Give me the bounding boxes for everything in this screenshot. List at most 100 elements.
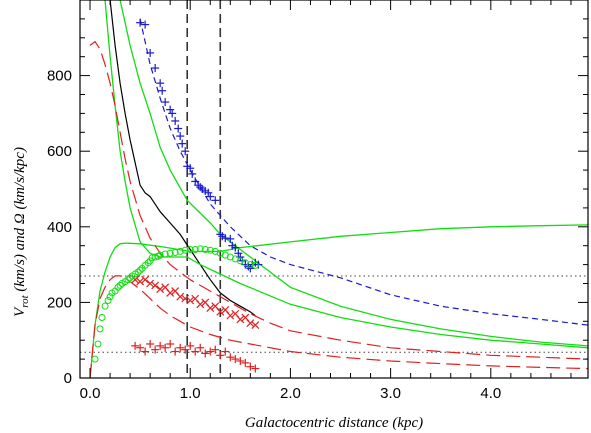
red-plus-marker: [161, 343, 170, 352]
green-circle-marker: [91, 355, 99, 363]
blue-plus-marker: [196, 183, 205, 192]
green-circle-marker: [181, 246, 189, 254]
tick-labels: 0.0 1.0 2.0 3.0 4.0 0 200 400 600 800: [47, 68, 501, 402]
blue-plus-marker: [188, 169, 197, 178]
red-plus-marker: [226, 353, 235, 362]
y-axis-title-sub: rot: [19, 294, 31, 307]
red-plus-marker: [131, 341, 140, 350]
red-plus-marker: [201, 349, 210, 358]
blue-plus-marker: [211, 196, 220, 205]
green-circle-marker: [196, 245, 204, 253]
red-cross-marker: [146, 279, 155, 288]
red-plus-marker: [171, 347, 180, 356]
y-tick-label: 600: [47, 143, 72, 160]
green-circle-marker: [156, 251, 164, 259]
red-cross-marker: [136, 277, 145, 286]
green-circle-marker: [114, 283, 122, 291]
red-plus-marker: [146, 339, 155, 348]
green-circle-marker: [161, 250, 169, 258]
series-line-green-solid-lower: [104, 0, 588, 349]
blue-plus-marker: [176, 132, 185, 141]
red-cross-marker: [166, 289, 175, 297]
blue-plus-marker: [166, 105, 175, 114]
blue-plus-marker: [146, 48, 155, 57]
black-dot-1: [0, 0, 6, 6]
red-cross-marker: [186, 296, 195, 305]
blue-plus-marker: [171, 116, 180, 125]
series-line-green-solid-v: [89, 224, 588, 378]
red-cross-marker: [206, 304, 215, 312]
red-plus-marker: [156, 341, 165, 350]
green-circle-marker: [124, 276, 132, 284]
red-plus-marker: [236, 356, 245, 365]
green-circle-marker: [176, 247, 184, 255]
axes-frame: [79, 0, 589, 379]
x-tick-label: 2.0: [280, 385, 301, 402]
series-line-green-solid-upper: [119, 0, 588, 347]
green-circle-marker: [206, 246, 214, 254]
red-plus-marker: [151, 345, 160, 354]
blue-plus-marker: [221, 234, 230, 243]
blue-plus-marker: [186, 164, 195, 173]
blue-plus-marker: [216, 230, 225, 239]
green-circle-marker: [101, 302, 109, 310]
blue-plus-marker: [246, 264, 255, 273]
blue-plus-marker: [204, 188, 213, 197]
y-tick-label: 800: [47, 68, 72, 85]
red-cross-marker: [246, 319, 255, 328]
series-line-blue-dashed: [139, 18, 588, 326]
y-tick-label: 400: [47, 219, 72, 236]
curve-lines: [89, 0, 588, 378]
green-circle-marker: [251, 261, 259, 269]
blue-plus-marker: [231, 243, 240, 252]
x-tick-label: 4.0: [480, 385, 501, 402]
green-circle-marker: [246, 261, 254, 269]
reference-lines: [80, 0, 588, 378]
red-cross-marker: [196, 300, 205, 309]
y-tick-label: 0: [64, 370, 72, 387]
red-plus-marker: [181, 345, 190, 354]
red-plus-marker: [136, 343, 145, 352]
red-plus-marker: [206, 347, 215, 356]
green-circle-marker: [126, 274, 134, 282]
blue-plus-marker: [141, 20, 150, 29]
red-plus-marker: [211, 345, 220, 354]
green-circle-marker: [136, 266, 144, 274]
series-line-red-longdash-upper: [89, 40, 588, 360]
blue-plus-marker: [136, 18, 145, 27]
red-cross-marker: [226, 311, 235, 320]
red-cross-marker: [251, 321, 260, 330]
red-plus-marker: [186, 341, 195, 350]
green-circle-marker: [96, 325, 104, 333]
green-circle-marker: [166, 249, 174, 257]
red-cross-marker: [151, 281, 160, 290]
y-axis-title-group: Vrot (km/s) and Ω (km/s/kpc): [12, 147, 31, 317]
red-plus-marker: [231, 355, 240, 364]
green-circle-marker: [191, 245, 199, 253]
blue-plus-marker: [156, 79, 165, 88]
blue-plus-marker: [194, 181, 203, 190]
green-circle-marker: [106, 293, 114, 301]
red-plus-marker: [196, 343, 205, 352]
red-plus-marker: [221, 347, 230, 356]
red-cross-marker: [141, 275, 150, 284]
blue-plus-marker: [174, 124, 183, 133]
blue-plus-marker: [168, 109, 177, 118]
green-circle-marker: [116, 281, 124, 289]
red-plus-marker: [216, 351, 225, 360]
black-dot-3: [0, 0, 6, 6]
red-plus-marker: [166, 339, 175, 348]
blue-plus-marker: [158, 86, 167, 95]
green-circle-marker: [171, 249, 179, 257]
red-cross-marker: [181, 294, 190, 303]
y-tick-label: 200: [47, 294, 72, 311]
red-plus-marker: [241, 358, 250, 367]
green-circle-marker: [186, 245, 194, 253]
red-plus-marker: [141, 347, 150, 356]
black-dot-2: [0, 0, 6, 6]
blue-plus-marker: [178, 139, 187, 148]
red-plus-marker: [191, 347, 200, 356]
blue-plus-marker: [151, 64, 160, 73]
y-axis-title-rest: (km/s) and Ω (km/s/kpc): [12, 147, 28, 295]
